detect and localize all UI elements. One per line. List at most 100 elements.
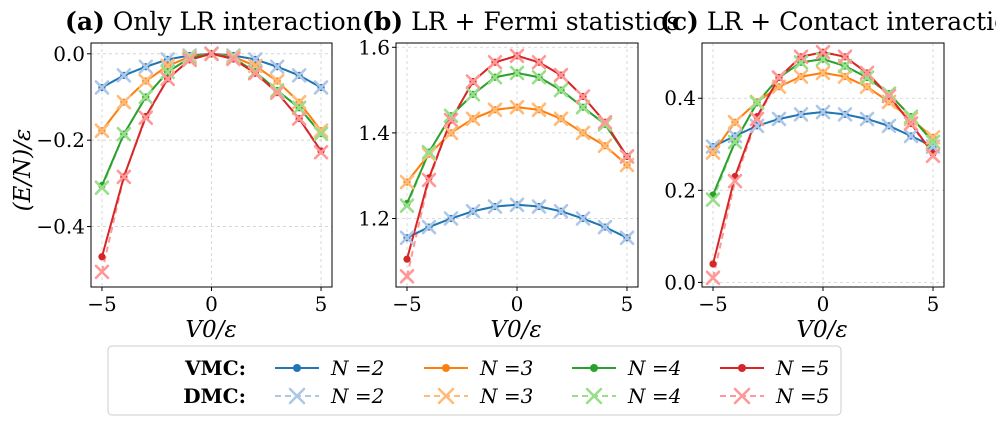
panel-b-dmc-point-n5 [399,268,415,284]
panel-a-dmc-point-n4 [138,89,154,105]
panel-b-dmc-line-n2 [406,203,628,239]
panel-b-x-tick-label: 0 [511,292,524,316]
panel-c-dmc-point-n5 [815,44,831,60]
legend: VMC: DMC: N =2 N =2 N =3 N =3 N =4 N =4 N =5 N … [107,345,842,416]
panel-b-x-tick-label: 5 [621,292,634,316]
panel-b-dmc-point-n5 [443,112,459,128]
panel-a-dmc-point-n3 [291,94,307,110]
panel-c-dmc-point-n4 [793,55,809,70]
panel-b-dmc-point-n3 [465,111,481,127]
legend-dmc-marker-n4 [585,387,603,405]
legend-dmc-marker-n3 [437,387,455,405]
panel-b-dmc-point-n5 [619,149,635,164]
panel-c-y-tick-label: 0.0 [664,270,696,294]
panel-c-dmc-point-n4 [881,86,897,101]
panel-c-dmc-point-n5 [903,116,919,131]
panel-c-y-tick-label: 0.2 [664,178,696,202]
panel-a-dmc-point-n3 [313,123,329,138]
panel-b-dmc-point-n2 [597,219,613,235]
panel-b-dmc-point-n5 [487,54,503,70]
panel-b-dmc-point-n2 [443,211,459,226]
panel-b-dmc-point-n4 [421,144,437,160]
panel-c-x-tick-label: 5 [927,292,940,316]
legend-vmc-label: VMC: [184,356,246,380]
panel-c-dmc-point-n5 [859,65,875,81]
legend-dmc-label-n2: N =2 [330,384,384,408]
legend-frame [107,345,842,416]
legend-vmc-label-n3: N =3 [479,356,533,380]
panel-c-y-tick-label: 0.4 [664,86,696,110]
panel-c-dmc-point-n5 [925,148,941,164]
panel-b-dmc-point-n3 [443,125,459,141]
legend-vmc-label-n5: N =5 [775,356,829,380]
panel-b-dmc-point-n2 [421,219,437,235]
panel-c-dmc-point-n3 [903,111,919,127]
panel-c-dmc-point-n5 [793,49,809,65]
panel-a-dmc-point-n4 [94,180,110,195]
panel-a-x-tick-label: −5 [87,292,116,316]
panel-b-dmc-point-n4 [509,65,525,81]
legend-vmc-marker-n4 [590,364,598,372]
panel-b-dmc-point-n5 [553,67,569,83]
panel-b-dmc-point-n3 [575,125,591,141]
panel-b-vmc-point-n5 [403,255,411,263]
panel-b-dmc-point-n3 [553,111,569,127]
panel-b-dmc-point-n4 [487,69,503,85]
panel-a-dmc-point-n3 [138,73,154,89]
panel-a-dmc-point-n2 [116,68,132,83]
panel-a-vmc-line-n2 [101,52,322,89]
panel-b-dmc-point-n5 [465,74,481,89]
panel-c-dmc-point-n3 [815,65,831,81]
panel-a-x-tick-label: 5 [315,292,328,316]
panel-c-title: (c) LR + Contact interaction [660,7,996,36]
panel-b-dmc-point-n2 [619,230,635,246]
panel-a-dmc-point-n5 [248,65,263,81]
panel-a-dmc-point-n4 [116,126,132,142]
panel-c-dmc-point-n2 [815,104,831,120]
panel-a-vmc-point-n5 [98,253,106,261]
panel-a-dmc-point-n5 [94,264,110,280]
panel-b-dmc-point-n5 [575,89,591,104]
panel-a-dmc-point-n4 [313,126,329,141]
panel-c-dmc-point-n2 [793,107,809,122]
panel-c-dmc-point-n5 [771,70,787,85]
panel-a-dmc-point-n3 [94,123,110,138]
panel-b-dmc-point-n5 [597,114,613,130]
panel-b-dmc-point-n4 [531,69,547,85]
panel-a-dmc-point-n5 [160,71,175,87]
panel-b-dmc-point-n3 [399,174,415,190]
panel-b-vmc-line-n2 [406,203,628,239]
panel-b-dmc-point-n4 [399,198,415,213]
legend-vmc-label-n2: N =2 [330,356,384,380]
panel-a-dmc-point-n2 [291,68,307,83]
panel-b-dmc-point-n3 [509,99,525,115]
panel-c-dmc-point-n2 [727,128,743,144]
panel-a-title: (a) Only LR interaction [65,7,362,36]
panel-b-dmc-point-n5 [509,48,525,64]
panel-c-x-axis-label: V0/ε [796,317,847,343]
panel-c-dmc-point-n4 [727,134,743,150]
panel-a-dmc-point-n5 [138,110,154,126]
legend-vmc-marker-n3 [442,364,450,372]
panel-c-dmc-point-n3 [925,130,941,145]
legend-dmc-label-n4: N =4 [627,384,681,408]
panel-b-title: (b) LR + Fermi statistics [362,7,679,36]
legend-dmc-label: DMC: [183,384,246,408]
panel-b: −5 0 5 1.2 1.4 1.6 [358,35,639,316]
panel-c-dmc-point-n5 [727,173,743,189]
panel-b-dmc-point-n4 [443,108,459,124]
panel-b-dmc-point-n5 [421,172,437,188]
panel-a-dmc-point-n3 [160,58,175,74]
panel-b-dmc-point-n2 [575,211,591,226]
panel-c-dmc-point-n3 [727,114,743,130]
panel-a-x-axis-label: V0/ε [185,317,236,343]
panel-c-dmc-point-n3 [837,69,853,84]
panel-c-x-tick-label: 0 [817,292,830,316]
legend-dmc-label-n5: N =5 [775,384,829,408]
panel-b-dmc-point-n3 [597,138,613,154]
panel-b-x-axis-label: V0/ε [490,317,541,343]
panel-c-dmc-point-n2 [903,128,919,144]
panel-c-x-tick-label: −5 [698,292,727,316]
panel-b-y-tick-label: 1.4 [358,121,390,145]
